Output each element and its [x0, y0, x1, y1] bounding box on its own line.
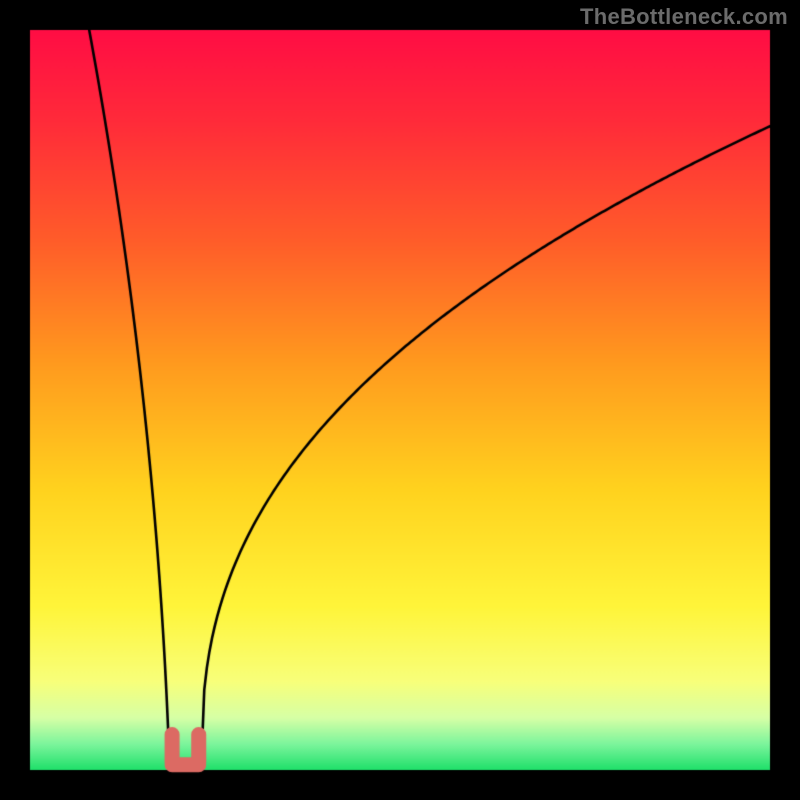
watermark-text: TheBottleneck.com: [580, 4, 788, 30]
bottleneck-chart-canvas: [0, 0, 800, 800]
